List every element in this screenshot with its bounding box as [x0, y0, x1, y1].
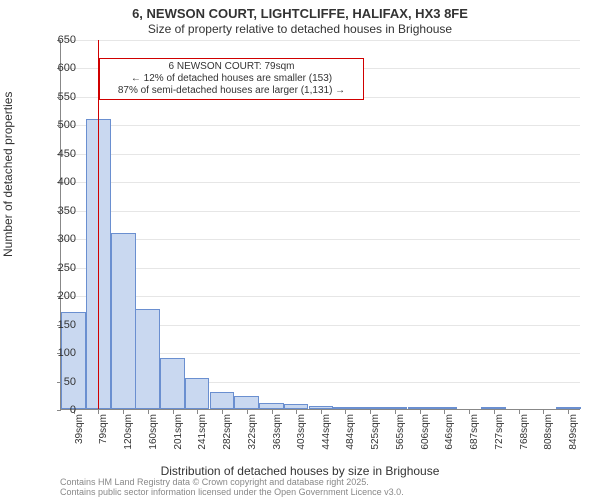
histogram-bar: [309, 406, 334, 409]
histogram-bar: [382, 407, 407, 409]
xtick-label: 606sqm: [420, 414, 431, 454]
ytick-label: 100: [46, 347, 76, 359]
x-axis-label: Distribution of detached houses by size …: [0, 464, 600, 478]
gridline: [61, 154, 580, 155]
annotation-line: ← 12% of detached houses are smaller (15…: [104, 73, 359, 85]
gridline: [61, 40, 580, 41]
histogram-bar: [358, 407, 383, 409]
annotation-line: 87% of semi-detached houses are larger (…: [104, 85, 359, 97]
histogram-bar: [333, 407, 358, 409]
xtick-label: 403sqm: [296, 414, 307, 454]
attribution-footer: Contains HM Land Registry data © Crown c…: [60, 478, 404, 498]
ytick-label: 150: [46, 319, 76, 331]
plot-area: 39sqm79sqm120sqm160sqm201sqm241sqm282sqm…: [60, 40, 580, 410]
y-axis-label: Number of detached properties: [1, 92, 15, 257]
histogram-bar: [160, 358, 185, 409]
xtick-label: 525sqm: [370, 414, 381, 454]
xtick-label: 241sqm: [197, 414, 208, 454]
footer-line: Contains public sector information licen…: [60, 488, 404, 498]
gridline: [61, 268, 580, 269]
property-annotation: 6 NEWSON COURT: 79sqm← 12% of detached h…: [99, 58, 364, 100]
histogram-bar: [185, 378, 210, 409]
ytick-label: 550: [46, 91, 76, 103]
histogram-bar: [111, 233, 136, 409]
ytick-label: 0: [46, 404, 76, 416]
histogram-bar: [481, 407, 506, 409]
chart-container: 6, NEWSON COURT, LIGHTCLIFFE, HALIFAX, H…: [0, 0, 600, 500]
ytick-label: 400: [46, 176, 76, 188]
histogram-bar: [259, 403, 284, 409]
xtick-label: 727sqm: [494, 414, 505, 454]
ytick-label: 200: [46, 290, 76, 302]
gridline: [61, 239, 580, 240]
xtick-label: 768sqm: [519, 414, 530, 454]
xtick-label: 160sqm: [148, 414, 159, 454]
ytick-label: 50: [46, 376, 76, 388]
ytick-label: 650: [46, 34, 76, 46]
xtick-label: 484sqm: [345, 414, 356, 454]
ytick-label: 600: [46, 62, 76, 74]
xtick-label: 646sqm: [444, 414, 455, 454]
gridline: [61, 182, 580, 183]
chart-subtitle: Size of property relative to detached ho…: [0, 22, 600, 36]
xtick-label: 120sqm: [123, 414, 134, 454]
xtick-label: 201sqm: [173, 414, 184, 454]
xtick-label: 363sqm: [272, 414, 283, 454]
xtick-label: 322sqm: [247, 414, 258, 454]
xtick-label: 687sqm: [469, 414, 480, 454]
histogram-bar: [408, 407, 433, 409]
gridline: [61, 125, 580, 126]
histogram-bar: [210, 392, 235, 409]
xtick-label: 444sqm: [321, 414, 332, 454]
ytick-label: 250: [46, 262, 76, 274]
gridline: [61, 211, 580, 212]
histogram-bar: [284, 404, 309, 409]
xtick-label: 808sqm: [543, 414, 554, 454]
histogram-bar: [556, 407, 581, 409]
ytick-label: 350: [46, 205, 76, 217]
xtick-label: 849sqm: [568, 414, 579, 454]
xtick-label: 565sqm: [395, 414, 406, 454]
xtick-label: 282sqm: [222, 414, 233, 454]
histogram-bar: [432, 407, 457, 409]
histogram-bar: [135, 309, 160, 409]
xtick-label: 39sqm: [74, 414, 85, 454]
annotation-line: 6 NEWSON COURT: 79sqm: [104, 61, 359, 73]
ytick-label: 300: [46, 233, 76, 245]
histogram-bar: [234, 396, 259, 409]
ytick-label: 450: [46, 148, 76, 160]
xtick-label: 79sqm: [98, 414, 109, 454]
chart-title: 6, NEWSON COURT, LIGHTCLIFFE, HALIFAX, H…: [0, 6, 600, 21]
ytick-label: 500: [46, 119, 76, 131]
gridline: [61, 296, 580, 297]
